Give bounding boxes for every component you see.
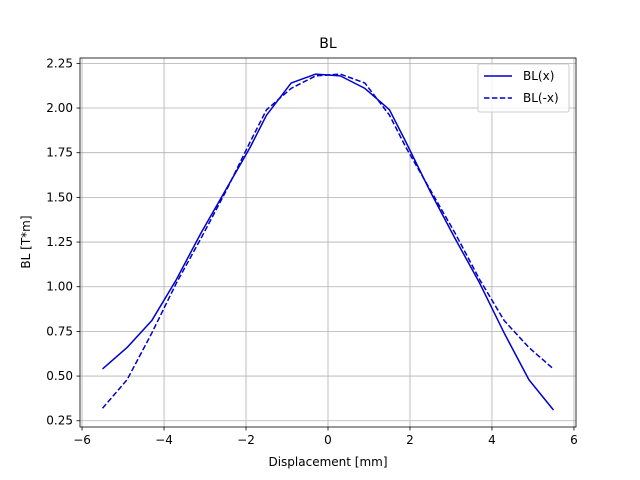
x-tick-label: 2 — [406, 433, 414, 447]
x-tick-label: −4 — [155, 433, 173, 447]
legend-label-bl-neg-x: BL(-x) — [523, 91, 559, 105]
y-axis-label: BL [T*m] — [19, 215, 33, 268]
legend: BL(x) BL(-x) — [477, 63, 570, 113]
y-tick-label: 0.50 — [46, 369, 73, 383]
x-tick-label: 6 — [570, 433, 578, 447]
series-line-bl-neg-x — [101, 73, 554, 409]
x-tick-label: 4 — [488, 433, 496, 447]
y-tick-label: 1.75 — [46, 146, 73, 160]
legend-label-bl-x: BL(x) — [523, 69, 554, 83]
x-tick-label: −2 — [237, 433, 255, 447]
series-lines — [101, 73, 555, 411]
y-tick-label: 1.25 — [46, 235, 73, 249]
grid — [80, 58, 576, 427]
chart-title: BL — [319, 36, 337, 52]
y-tick-label: 0.75 — [46, 324, 73, 338]
x-tick-label: −6 — [73, 433, 91, 447]
y-tick-label: 1.00 — [46, 280, 73, 294]
y-tick-label: 1.50 — [46, 190, 73, 204]
x-tick-label: 0 — [324, 433, 332, 447]
y-tick-label: 0.25 — [46, 414, 73, 428]
axis-ticks: −6 −4 −2 0 2 4 6 0.25 0.50 0.75 1.00 1.25 1.50 1.75 2.… — [46, 56, 577, 447]
y-tick-label: 2.25 — [46, 56, 73, 70]
y-tick-label: 2.00 — [46, 101, 73, 115]
x-axis-label: Displacement [mm] — [268, 455, 387, 469]
